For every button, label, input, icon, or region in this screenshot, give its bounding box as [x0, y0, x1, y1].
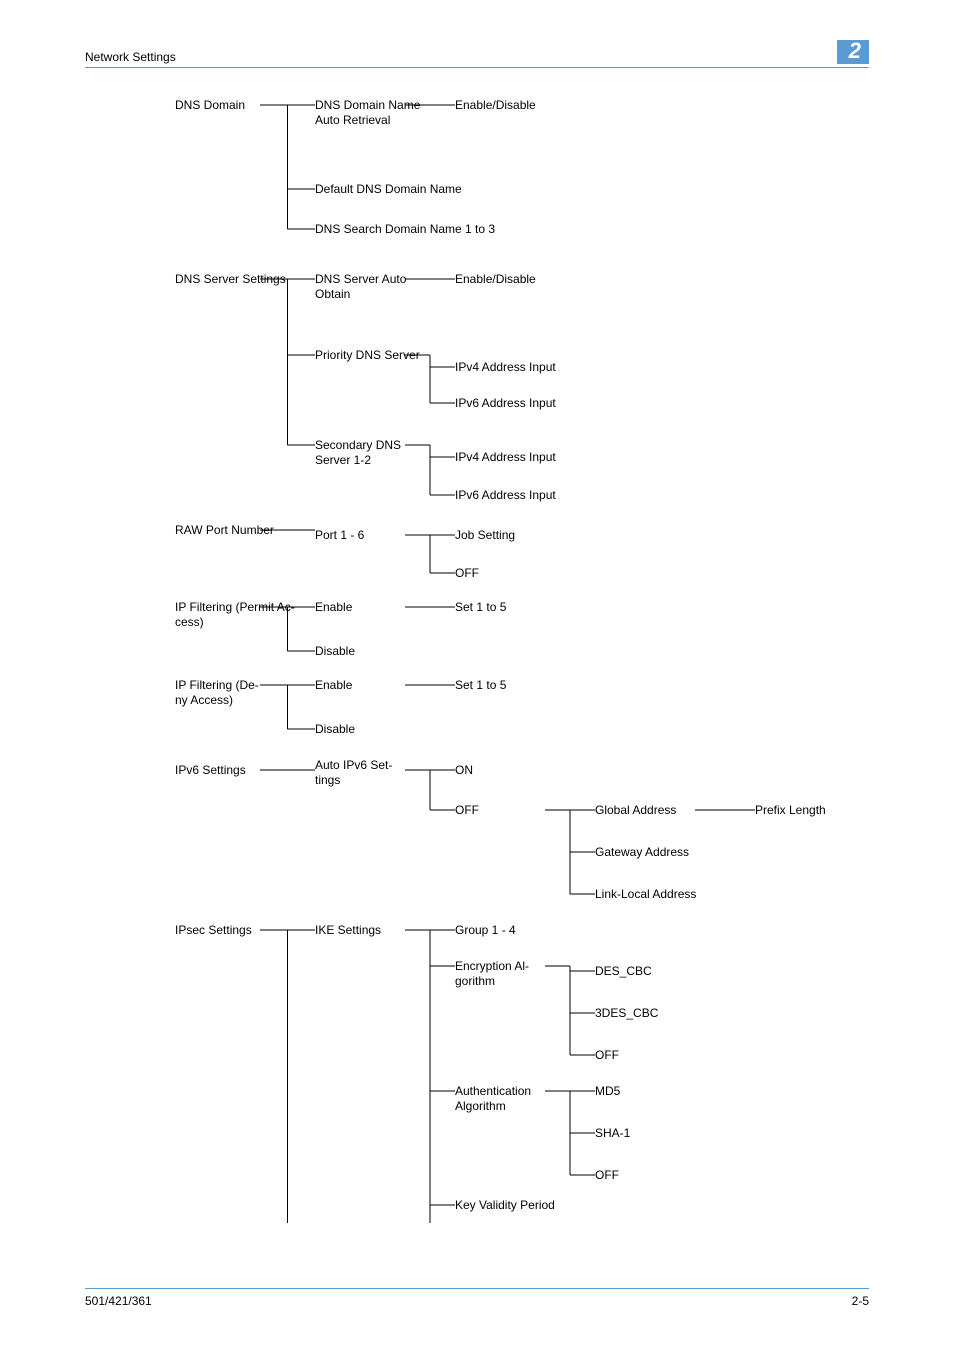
tree-node: Authentication Algorithm	[455, 1084, 575, 1114]
tree-node: RAW Port Number	[175, 523, 274, 538]
footer-left: 501/421/361	[85, 1294, 152, 1308]
tree-node: IPv4 Address Input	[455, 450, 556, 465]
tree-node: Group 1 - 4	[455, 923, 516, 938]
tree-node: IPsec Settings	[175, 923, 252, 938]
tree-node: OFF	[455, 803, 479, 818]
tree-node: Enable/Disable	[455, 98, 536, 113]
tree-node: Port 1 - 6	[315, 528, 364, 543]
tree-node: Auto IPv6 Set-tings	[315, 758, 392, 788]
tree-node: Enable	[315, 678, 352, 693]
settings-tree: DNS Domain DNS Domain NameAuto Retrieval E…	[85, 98, 869, 1278]
tree-node: IPv6 Settings	[175, 763, 246, 778]
tree-node: Encryption Al-gorithm	[455, 959, 529, 989]
tree-node: Link-Local Address	[595, 887, 696, 902]
tree-node: IP Filtering (Permit Ac-cess)	[175, 600, 295, 630]
tree-node: Set 1 to 5	[455, 678, 506, 693]
tree-node: Secondary DNSServer 1-2	[315, 438, 401, 468]
tree-node: DNS Server Settings	[175, 272, 286, 287]
tree-node: MD5	[595, 1084, 620, 1099]
tree-node: DNS Domain	[175, 98, 245, 113]
tree-node: OFF	[455, 566, 479, 581]
tree-node: Key Validity Period	[455, 1198, 555, 1213]
tree-node: Job Setting	[455, 528, 515, 543]
tree-node: IPv6 Address Input	[455, 488, 556, 503]
tree-node: Prefix Length	[755, 803, 826, 818]
tree-node: Default DNS Domain Name	[315, 182, 462, 197]
footer-right: 2-5	[852, 1294, 869, 1308]
tree-node: DNS Domain NameAuto Retrieval	[315, 98, 420, 128]
tree-node: IPv6 Address Input	[455, 396, 556, 411]
tree-node: IPv4 Address Input	[455, 360, 556, 375]
tree-node: Disable	[315, 644, 355, 659]
tree-node: DNS Server Auto Obtain	[315, 272, 435, 302]
tree-node: Gateway Address	[595, 845, 689, 860]
tree-node: OFF	[595, 1048, 619, 1063]
tree-node: Enable	[315, 600, 352, 615]
tree-node: 3DES_CBC	[595, 1006, 658, 1021]
header-title: Network Settings	[85, 50, 176, 64]
tree-node: DES_CBC	[595, 964, 652, 979]
page-footer: 501/421/361 2-5	[85, 1288, 869, 1308]
tree-node: DNS Search Domain Name 1 to 3	[315, 222, 495, 237]
tree-node: SHA-1	[595, 1126, 630, 1141]
tree-node: Enable/Disable	[455, 272, 536, 287]
tree-node: Global Address	[595, 803, 676, 818]
tree-node: IKE Settings	[315, 923, 381, 938]
tree-node: ON	[455, 763, 473, 778]
tree-node: Priority DNS Server	[315, 348, 420, 363]
tree-node: Disable	[315, 722, 355, 737]
tree-node: IP Filtering (De-ny Access)	[175, 678, 259, 708]
chapter-number: 2	[837, 40, 869, 64]
tree-node: Set 1 to 5	[455, 600, 506, 615]
tree-node: OFF	[595, 1168, 619, 1183]
page-header: Network Settings 2	[85, 40, 869, 68]
